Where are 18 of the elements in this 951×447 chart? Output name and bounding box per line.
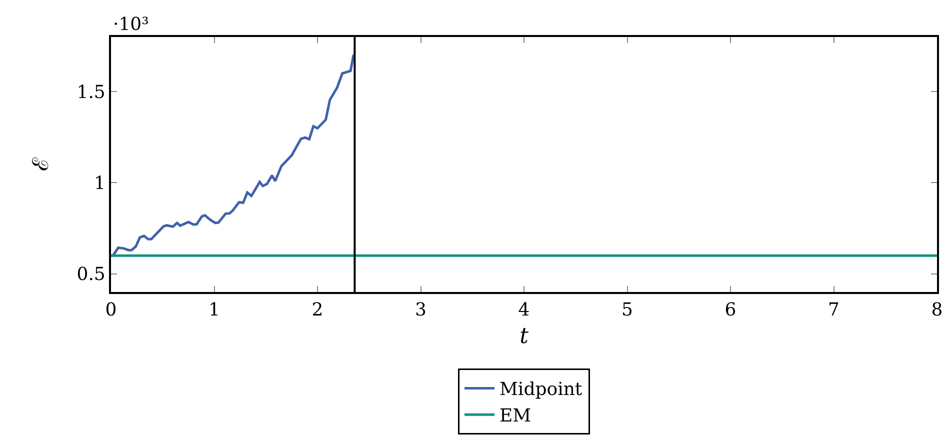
x-tick-label: 4 (518, 300, 530, 321)
x-tick-label: 2 (312, 300, 324, 321)
y-tick-label: 1 (94, 173, 106, 194)
y-tick-label: 1.5 (76, 82, 106, 103)
y-axis-title: ℰ (29, 157, 54, 171)
line-series (111, 53, 355, 257)
x-tick-label: 7 (828, 300, 840, 321)
x-tick-label: 6 (724, 300, 736, 321)
x-tick-label: 1 (208, 300, 220, 321)
legend-label: EM (500, 406, 532, 427)
x-axis-title: t (520, 324, 529, 349)
legend-label: Midpoint (500, 379, 583, 400)
x-tick-label: 3 (415, 300, 426, 321)
x-tick-label: 5 (622, 300, 633, 321)
y-tick-label: 0.5 (76, 264, 106, 286)
text: ·10³ (113, 14, 149, 35)
x-tick-label: 0 (105, 300, 117, 321)
x-tick-label: 8 (931, 300, 943, 321)
